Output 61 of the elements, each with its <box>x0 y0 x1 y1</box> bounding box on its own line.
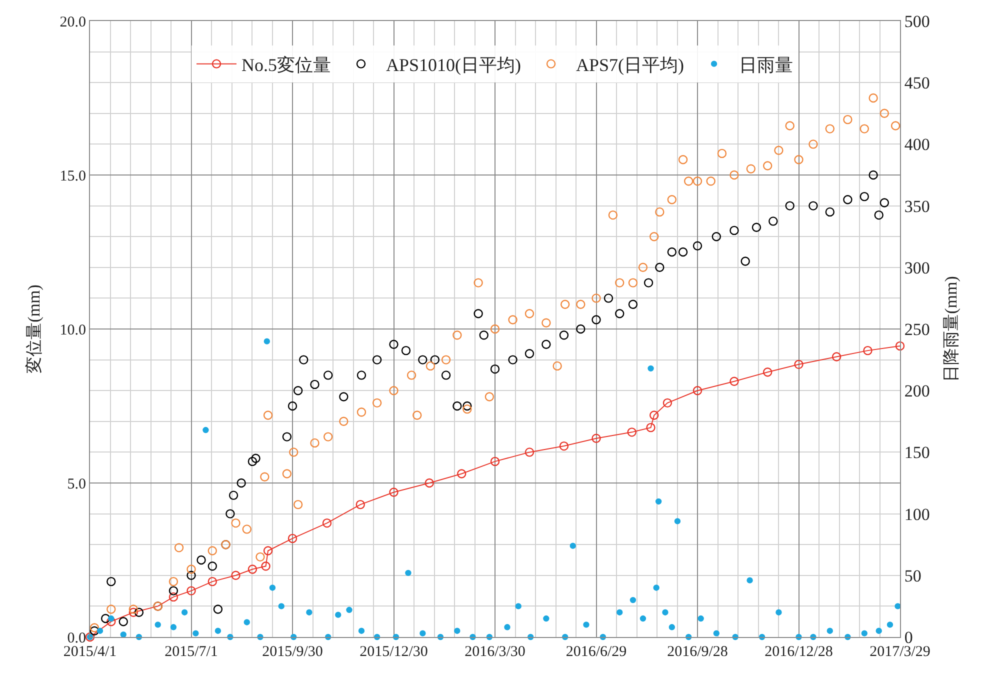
y2-tick-label: 250 <box>904 320 930 339</box>
x-tick-label: 2016/12/28 <box>764 644 833 660</box>
point <box>288 534 298 544</box>
point <box>863 346 872 356</box>
x-tick-label: 2017/3/29 <box>870 644 930 660</box>
point <box>248 564 258 574</box>
point <box>106 617 116 626</box>
point <box>356 500 365 510</box>
y2-tick-label: 50 <box>904 566 922 586</box>
point <box>524 448 534 457</box>
y-tick-label: 20.0 <box>60 14 86 30</box>
y2-tick-label: 150 <box>904 443 930 462</box>
x-tick-label: 2015/9/30 <box>262 644 323 660</box>
point <box>627 428 636 437</box>
point <box>895 341 905 351</box>
point <box>646 422 656 432</box>
x-tick-label: 2015/4/1 <box>63 644 117 660</box>
point <box>261 562 270 571</box>
y2-tick-label: 400 <box>904 135 930 154</box>
y2-axis-title: 日降雨量(mm) <box>941 276 960 382</box>
point <box>730 376 739 386</box>
legend-label: APS7(日平均) <box>576 54 684 75</box>
y2-tick-label: 450 <box>904 74 930 93</box>
y-tick-label: 0.0 <box>67 630 86 646</box>
point <box>592 434 601 443</box>
point <box>794 360 804 370</box>
y-tick-label: 10.0 <box>60 322 86 338</box>
point <box>231 570 240 580</box>
x-tick-label: 2015/12/30 <box>360 644 428 660</box>
y-axis-title: 変位量(mm) <box>24 284 44 374</box>
point <box>457 469 466 478</box>
y2-tick-label: 200 <box>904 382 930 401</box>
x-tick-label: 2016/3/30 <box>464 644 526 660</box>
legend-label: 日雨量 <box>739 54 794 75</box>
x-tick-label: 2015/7/1 <box>164 644 218 660</box>
point <box>650 410 659 420</box>
point <box>763 368 772 377</box>
x-tick-label: 2016/6/29 <box>566 644 627 660</box>
point <box>692 386 702 396</box>
point <box>168 592 178 602</box>
point <box>559 441 569 451</box>
point <box>128 608 138 617</box>
point <box>389 488 398 497</box>
y-tick-label: 5.0 <box>67 476 86 492</box>
legend-label: No.5変位量 <box>242 54 331 75</box>
point <box>208 576 217 586</box>
y2-tick-label: 350 <box>904 196 930 216</box>
point <box>186 586 196 596</box>
y2-tick-label: 300 <box>904 258 930 278</box>
point <box>424 478 434 488</box>
y2-tick-label: 0 <box>904 628 913 647</box>
y2-tick-label: 100 <box>904 504 930 524</box>
y2-tick-label: 500 <box>904 12 930 31</box>
point <box>263 546 273 556</box>
point <box>832 352 842 362</box>
point <box>490 456 500 466</box>
point <box>662 398 672 408</box>
x-tick-label: 2016/9/28 <box>667 644 728 660</box>
legend-label: APS1010(日平均) <box>386 54 522 75</box>
y-tick-label: 15.0 <box>60 168 86 184</box>
point <box>322 518 332 528</box>
